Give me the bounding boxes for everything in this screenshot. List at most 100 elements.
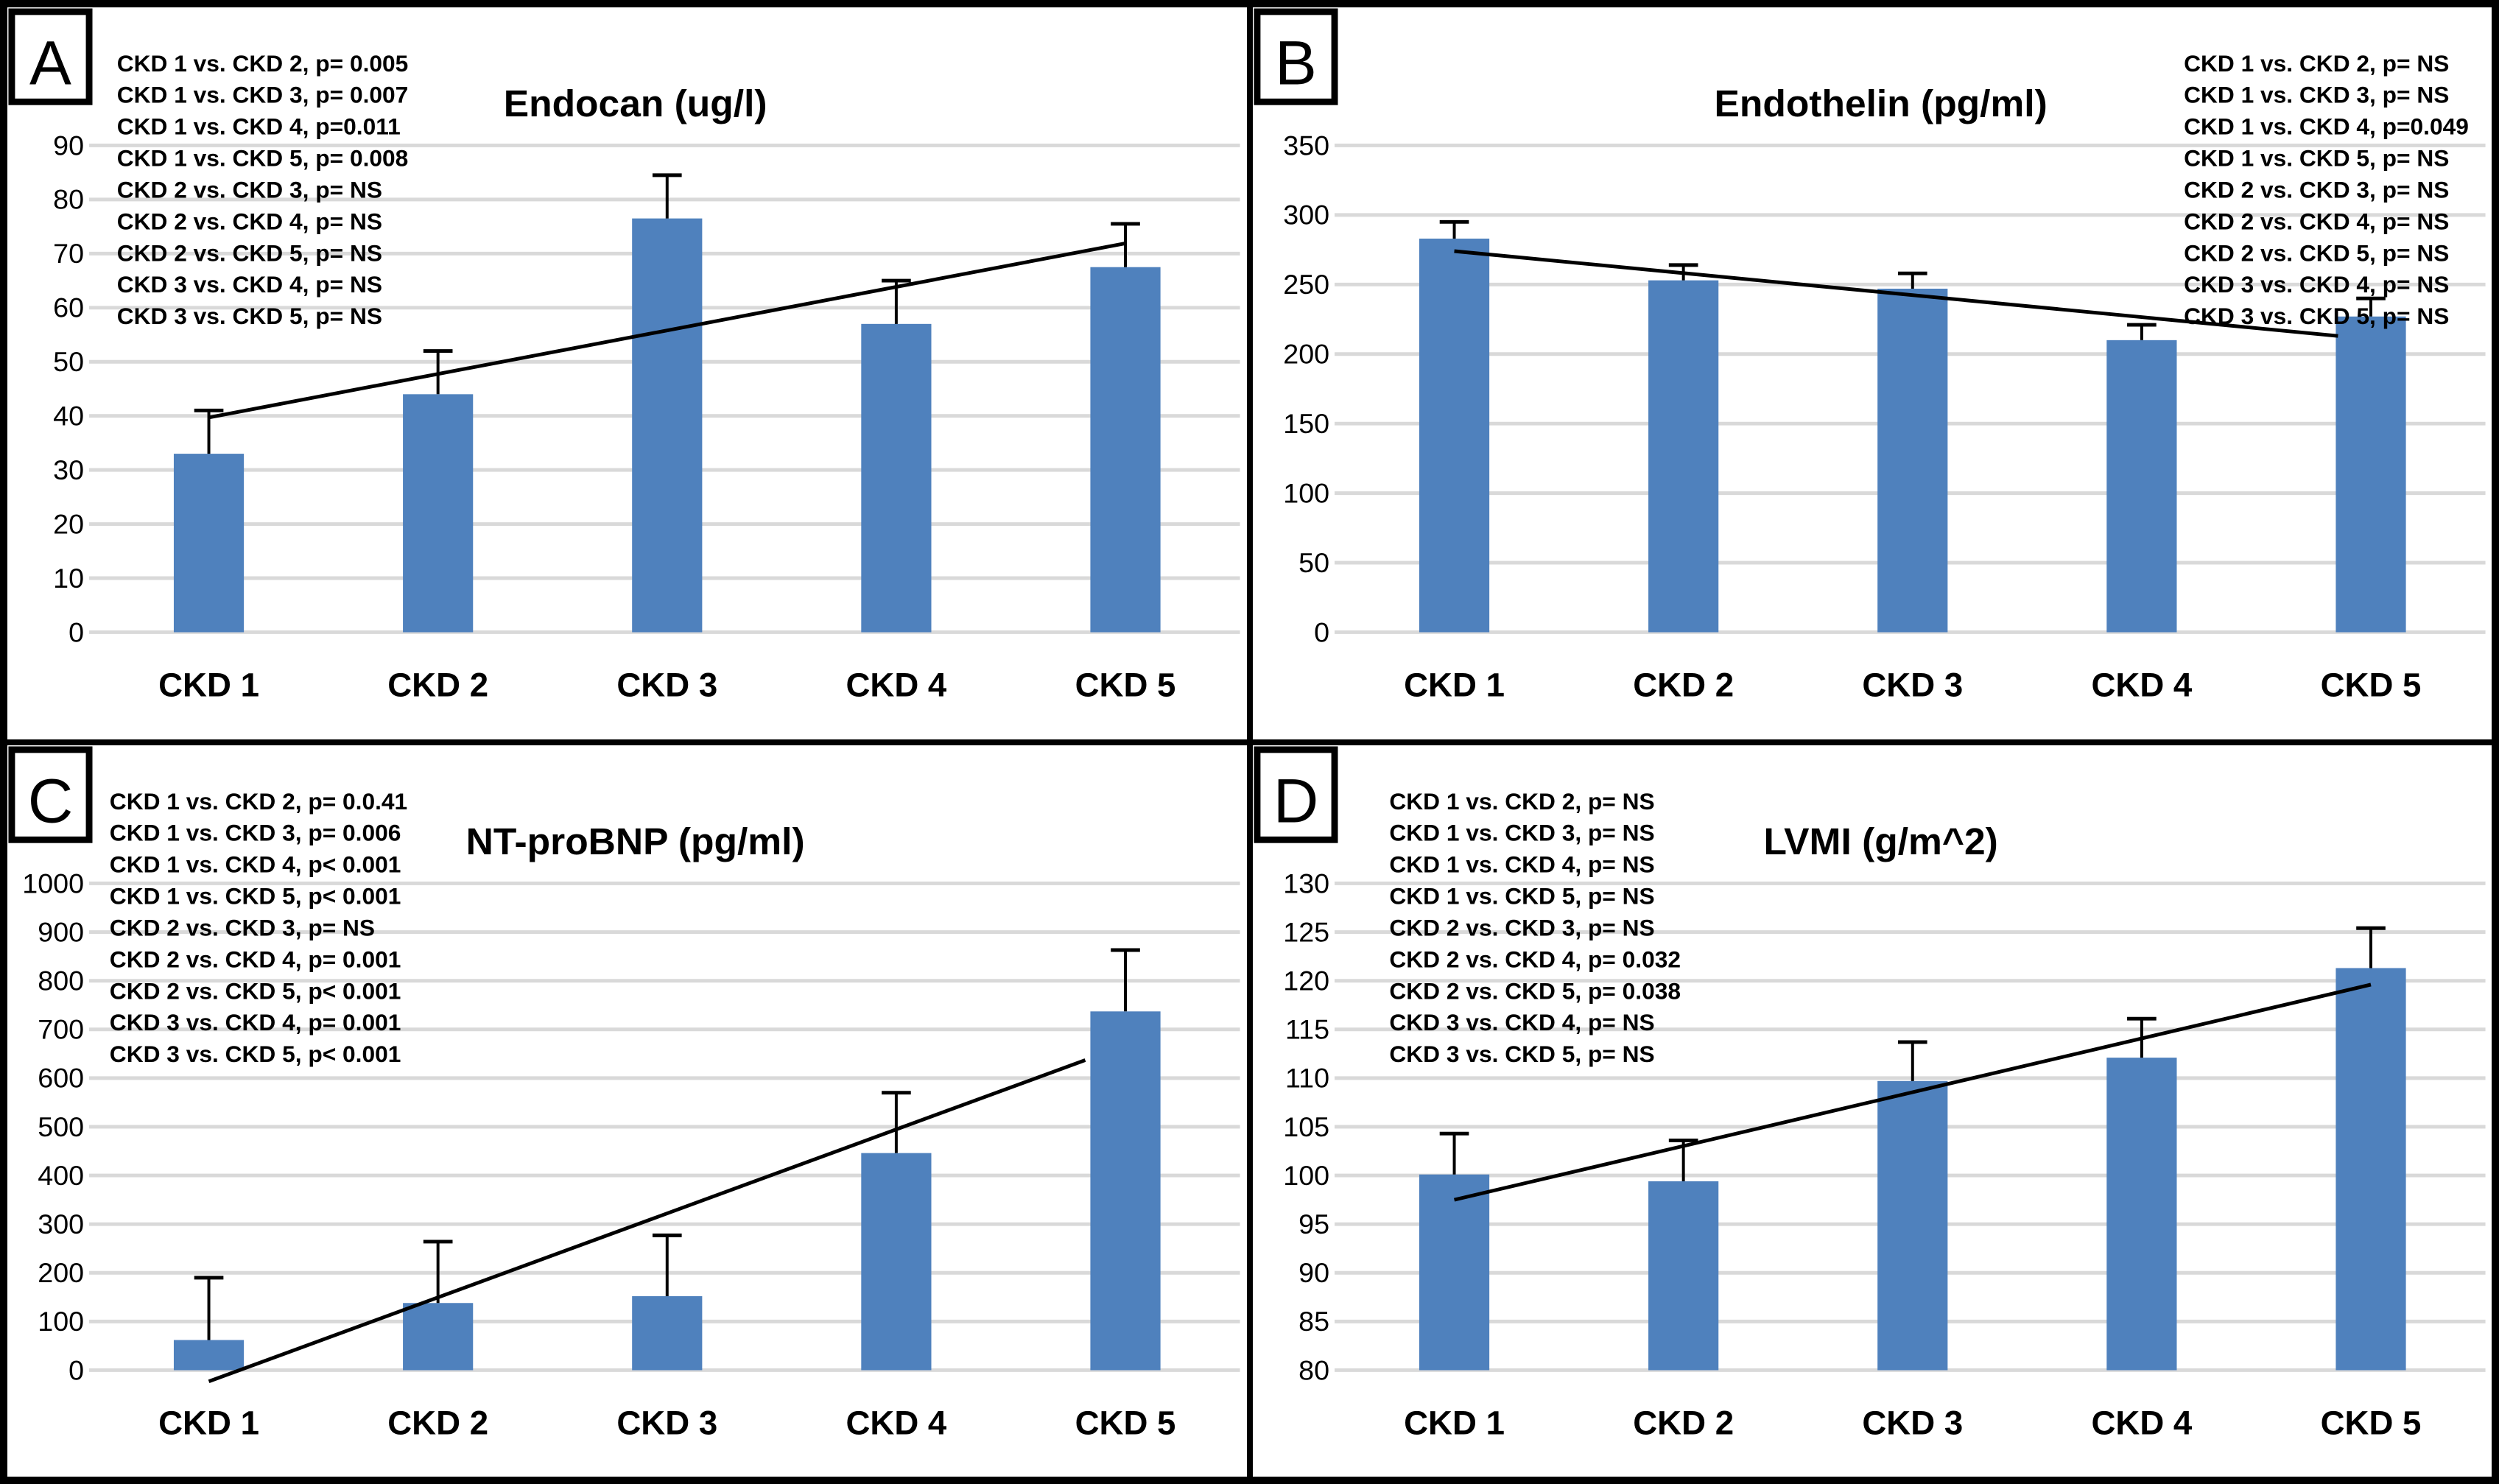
annotation-line: CKD 1 vs. CKD 4, p= NS <box>1389 851 1654 877</box>
trendline <box>1453 982 2372 1202</box>
bar-ckd-4 <box>2106 340 2176 633</box>
y-tick-label: 120 <box>1283 965 1329 996</box>
y-tick-label: 95 <box>1298 1209 1329 1239</box>
y-tick-label: 100 <box>1283 478 1329 509</box>
x-category-label: CKD 2 <box>1633 1404 1734 1441</box>
annotation-line: CKD 3 vs. CKD 5, p= NS <box>1389 1041 1654 1067</box>
annotation-line: CKD 2 vs. CKD 3, p= NS <box>1389 914 1654 940</box>
y-tick-label: 0 <box>68 1354 84 1385</box>
panel-d: 80 85 90 95 100 105 110 115 120 125 130 CKD 1 CKD 2 C… <box>1249 742 2492 1477</box>
bar-ckd-4 <box>861 323 932 633</box>
y-tick-label: 100 <box>1283 1159 1329 1190</box>
annotation-line: CKD 1 vs. CKD 5, p< 0.001 <box>110 882 401 909</box>
bar-ckd-4 <box>861 1153 932 1370</box>
panel-letter: D <box>1273 766 1318 836</box>
trendline <box>208 1058 1086 1383</box>
x-category-label: CKD 1 <box>1404 666 1505 703</box>
panel-c-chart: 0 100 200 300 400 500 600 700 800 900 1000 CKD 1 CKD… <box>8 745 1240 1441</box>
annotation-line: CKD 2 vs. CKD 4, p= 0.032 <box>1389 946 1681 972</box>
x-category-label: CKD 2 <box>387 1404 488 1441</box>
panel-letter-box <box>8 745 93 843</box>
bar-ckd-3 <box>632 218 703 633</box>
panel-d-chart: 80 85 90 95 100 105 110 115 120 125 130 CKD 1 CKD 2 C… <box>1253 745 2486 1441</box>
annotation-line: CKD 2 vs. CKD 5, p< 0.001 <box>110 977 401 1004</box>
y-tick-label: 50 <box>1298 547 1329 578</box>
annotation-line: CKD 3 vs. CKD 5, p= NS <box>2184 303 2449 329</box>
bar-ckd-5 <box>2335 316 2406 633</box>
y-tick-label: 1000 <box>22 868 84 899</box>
x-category-label: CKD 1 <box>1404 1404 1505 1441</box>
panel-letter-box <box>1253 8 1338 105</box>
panel-title: Endothelin (pg/ml) <box>1714 82 2047 124</box>
y-tick-label: 300 <box>1283 200 1329 231</box>
bar-ckd-1 <box>1419 1174 1489 1370</box>
y-tick-label: 40 <box>53 401 84 432</box>
y-tick-label: 200 <box>38 1257 84 1288</box>
panel-title: Endocan (ug/l) <box>504 82 767 124</box>
x-category-label: CKD 3 <box>1862 1404 1963 1441</box>
annotation-line: CKD 2 vs. CKD 4, p= 0.001 <box>110 946 401 972</box>
x-category-label: CKD 1 <box>158 1404 259 1441</box>
bar-ckd-3 <box>1877 288 1947 633</box>
annotation-line: CKD 3 vs. CKD 4, p= 0.001 <box>110 1009 401 1035</box>
y-tick-label: 0 <box>1314 616 1329 647</box>
y-tick-label: 900 <box>38 916 84 947</box>
annotation-line: CKD 2 vs. CKD 3, p= NS <box>2184 177 2449 203</box>
x-category-label: CKD 2 <box>387 666 488 703</box>
panel-letter-box <box>8 8 93 105</box>
annotation-line: CKD 3 vs. CKD 5, p= NS <box>117 303 382 329</box>
panel-letter-box <box>1253 745 1338 843</box>
annotation-line: CKD 2 vs. CKD 3, p= NS <box>117 177 382 203</box>
bar-ckd-5 <box>1090 267 1161 633</box>
y-tick-label: 250 <box>1283 269 1329 300</box>
y-tick-label: 30 <box>53 454 84 485</box>
y-tick-label: 85 <box>1298 1306 1329 1337</box>
annotation-line: CKD 2 vs. CKD 4, p= NS <box>2184 208 2449 234</box>
panel-b-chart: 0 50 100 150 200 250 300 350 CKD 1 CKD 2 CKD 3 CKD … <box>1253 8 2486 703</box>
y-tick-label: 60 <box>53 292 84 323</box>
y-tick-label: 0 <box>68 616 84 647</box>
panel-letter: B <box>1275 29 1317 99</box>
y-tick-label: 80 <box>1298 1354 1329 1385</box>
panel-letter: A <box>29 29 71 99</box>
annotation-line: CKD 3 vs. CKD 4, p= NS <box>117 271 382 298</box>
annotation-line: CKD 1 vs. CKD 2, p= NS <box>1389 787 1654 814</box>
y-tick-label: 130 <box>1283 868 1329 899</box>
annotation-line: CKD 2 vs. CKD 5, p= NS <box>117 239 382 266</box>
bar-ckd-3 <box>632 1295 703 1370</box>
y-tick-label: 50 <box>53 346 84 377</box>
x-category-label: CKD 3 <box>616 666 717 703</box>
y-tick-label: 300 <box>38 1209 84 1239</box>
y-tick-label: 700 <box>38 1013 84 1044</box>
annotation-line: CKD 1 vs. CKD 3, p= 0.007 <box>117 82 409 108</box>
x-category-label: CKD 4 <box>2091 1404 2193 1441</box>
bar-ckd-1 <box>1419 238 1489 633</box>
bar-ckd-2 <box>403 1302 474 1370</box>
bar-ckd-4 <box>2106 1057 2176 1370</box>
panel-b: 0 50 100 150 200 250 300 350 CKD 1 CKD 2 CKD 3 CKD … <box>1249 7 2492 742</box>
x-category-label: CKD 1 <box>158 666 259 703</box>
annotation-line: CKD 2 vs. CKD 4, p= NS <box>117 208 382 234</box>
annotation-line: CKD 3 vs. CKD 5, p< 0.001 <box>110 1041 401 1067</box>
panel-letter: C <box>28 766 74 836</box>
annotation-line: CKD 1 vs. CKD 3, p= 0.006 <box>110 819 401 845</box>
annotation-line: CKD 1 vs. CKD 5, p= NS <box>1389 882 1654 909</box>
annotation-line: CKD 1 vs. CKD 4, p< 0.001 <box>110 851 401 877</box>
x-category-label: CKD 3 <box>1862 666 1963 703</box>
y-tick-label: 500 <box>38 1111 84 1142</box>
annotation-line: CKD 1 vs. CKD 5, p= NS <box>2184 145 2449 172</box>
x-category-label: CKD 2 <box>1633 666 1734 703</box>
trendline <box>208 241 1126 420</box>
bar-ckd-1 <box>173 1339 245 1370</box>
y-tick-label: 70 <box>53 238 84 269</box>
annotation-line: CKD 1 vs. CKD 3, p= NS <box>2184 82 2449 108</box>
x-category-label: CKD 4 <box>846 1404 947 1441</box>
annotation-line: CKD 3 vs. CKD 4, p= NS <box>2184 271 2449 298</box>
y-tick-label: 125 <box>1283 916 1329 947</box>
y-tick-label: 20 <box>53 508 84 539</box>
bar-ckd-2 <box>403 394 474 633</box>
y-tick-label: 200 <box>1283 339 1329 370</box>
y-tick-label: 150 <box>1283 408 1329 439</box>
x-category-label: CKD 5 <box>1075 1404 1176 1441</box>
